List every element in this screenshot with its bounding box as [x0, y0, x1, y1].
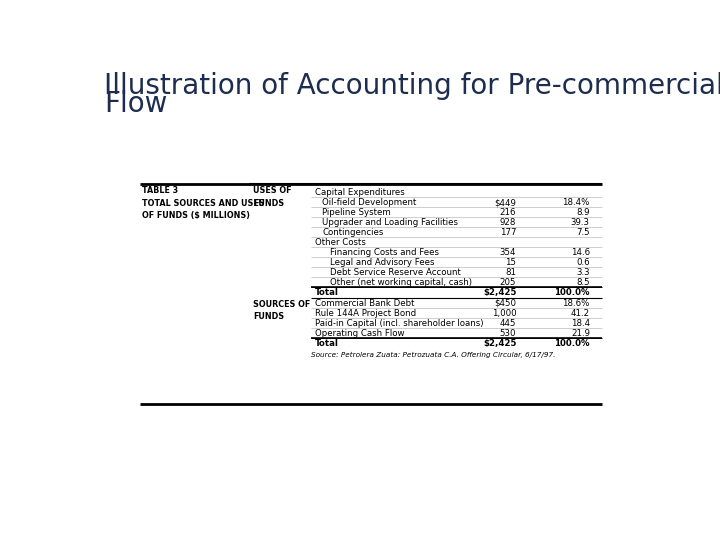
Text: Legal and Advisory Fees: Legal and Advisory Fees [330, 258, 435, 267]
Text: Illustration of Accounting for Pre-commercial Cash: Illustration of Accounting for Pre-comme… [104, 72, 720, 100]
Text: 41.2: 41.2 [571, 309, 590, 318]
Text: Total: Total [315, 288, 338, 297]
Text: 18.6%: 18.6% [562, 299, 590, 308]
Text: 354: 354 [500, 248, 516, 257]
Text: 205: 205 [500, 278, 516, 287]
Text: Commercial Bank Debt: Commercial Bank Debt [315, 299, 414, 308]
Text: 177: 177 [500, 228, 516, 237]
Text: 928: 928 [500, 218, 516, 227]
Text: Flow: Flow [104, 90, 167, 118]
Text: 18.4: 18.4 [571, 319, 590, 328]
Text: 216: 216 [500, 208, 516, 217]
Text: SOURCES OF
FUNDS: SOURCES OF FUNDS [253, 300, 310, 321]
Text: 1,000: 1,000 [492, 309, 516, 318]
Text: USES OF
FUNDS: USES OF FUNDS [253, 186, 292, 207]
Text: 15: 15 [505, 258, 516, 267]
Text: Other (net working capital, cash): Other (net working capital, cash) [330, 278, 472, 287]
Text: Other Costs: Other Costs [315, 238, 366, 247]
Text: Total: Total [315, 339, 338, 348]
Text: Upgrader and Loading Facilities: Upgrader and Loading Facilities [323, 218, 459, 227]
Text: Contingencies: Contingencies [323, 228, 384, 237]
Text: Source: Petrolera Zuata: Petrozuata C.A. Offering Circular, 6/17/97.: Source: Petrolera Zuata: Petrozuata C.A.… [311, 352, 555, 358]
Text: Pipeline System: Pipeline System [323, 208, 391, 217]
Text: 18.4%: 18.4% [562, 198, 590, 207]
Text: Debt Service Reserve Account: Debt Service Reserve Account [330, 268, 461, 277]
Text: 39.3: 39.3 [571, 218, 590, 227]
Text: 445: 445 [500, 319, 516, 328]
Text: $449: $449 [495, 198, 516, 207]
Text: 81: 81 [505, 268, 516, 277]
Text: 3.3: 3.3 [576, 268, 590, 277]
Text: $450: $450 [494, 299, 516, 308]
Text: Rule 144A Project Bond: Rule 144A Project Bond [315, 309, 416, 318]
Text: 14.6: 14.6 [571, 248, 590, 257]
Text: 0.6: 0.6 [576, 258, 590, 267]
Text: Financing Costs and Fees: Financing Costs and Fees [330, 248, 439, 257]
Text: Capital Expenditures: Capital Expenditures [315, 188, 405, 197]
Text: 7.5: 7.5 [576, 228, 590, 237]
Text: 8.9: 8.9 [577, 208, 590, 217]
Text: $2,425: $2,425 [483, 288, 516, 297]
Text: Operating Cash Flow: Operating Cash Flow [315, 329, 404, 338]
Text: 8.5: 8.5 [576, 278, 590, 287]
Text: Oil-field Development: Oil-field Development [323, 198, 417, 207]
Text: 21.9: 21.9 [571, 329, 590, 338]
Text: 100.0%: 100.0% [554, 339, 590, 348]
Text: TABLE 3
TOTAL SOURCES AND USES
OF FUNDS ($ MILLIONS): TABLE 3 TOTAL SOURCES AND USES OF FUNDS … [142, 186, 264, 220]
Text: $2,425: $2,425 [483, 339, 516, 348]
Text: Paid-in Capital (incl. shareholder loans): Paid-in Capital (incl. shareholder loans… [315, 319, 483, 328]
Text: 100.0%: 100.0% [554, 288, 590, 297]
Text: 530: 530 [500, 329, 516, 338]
